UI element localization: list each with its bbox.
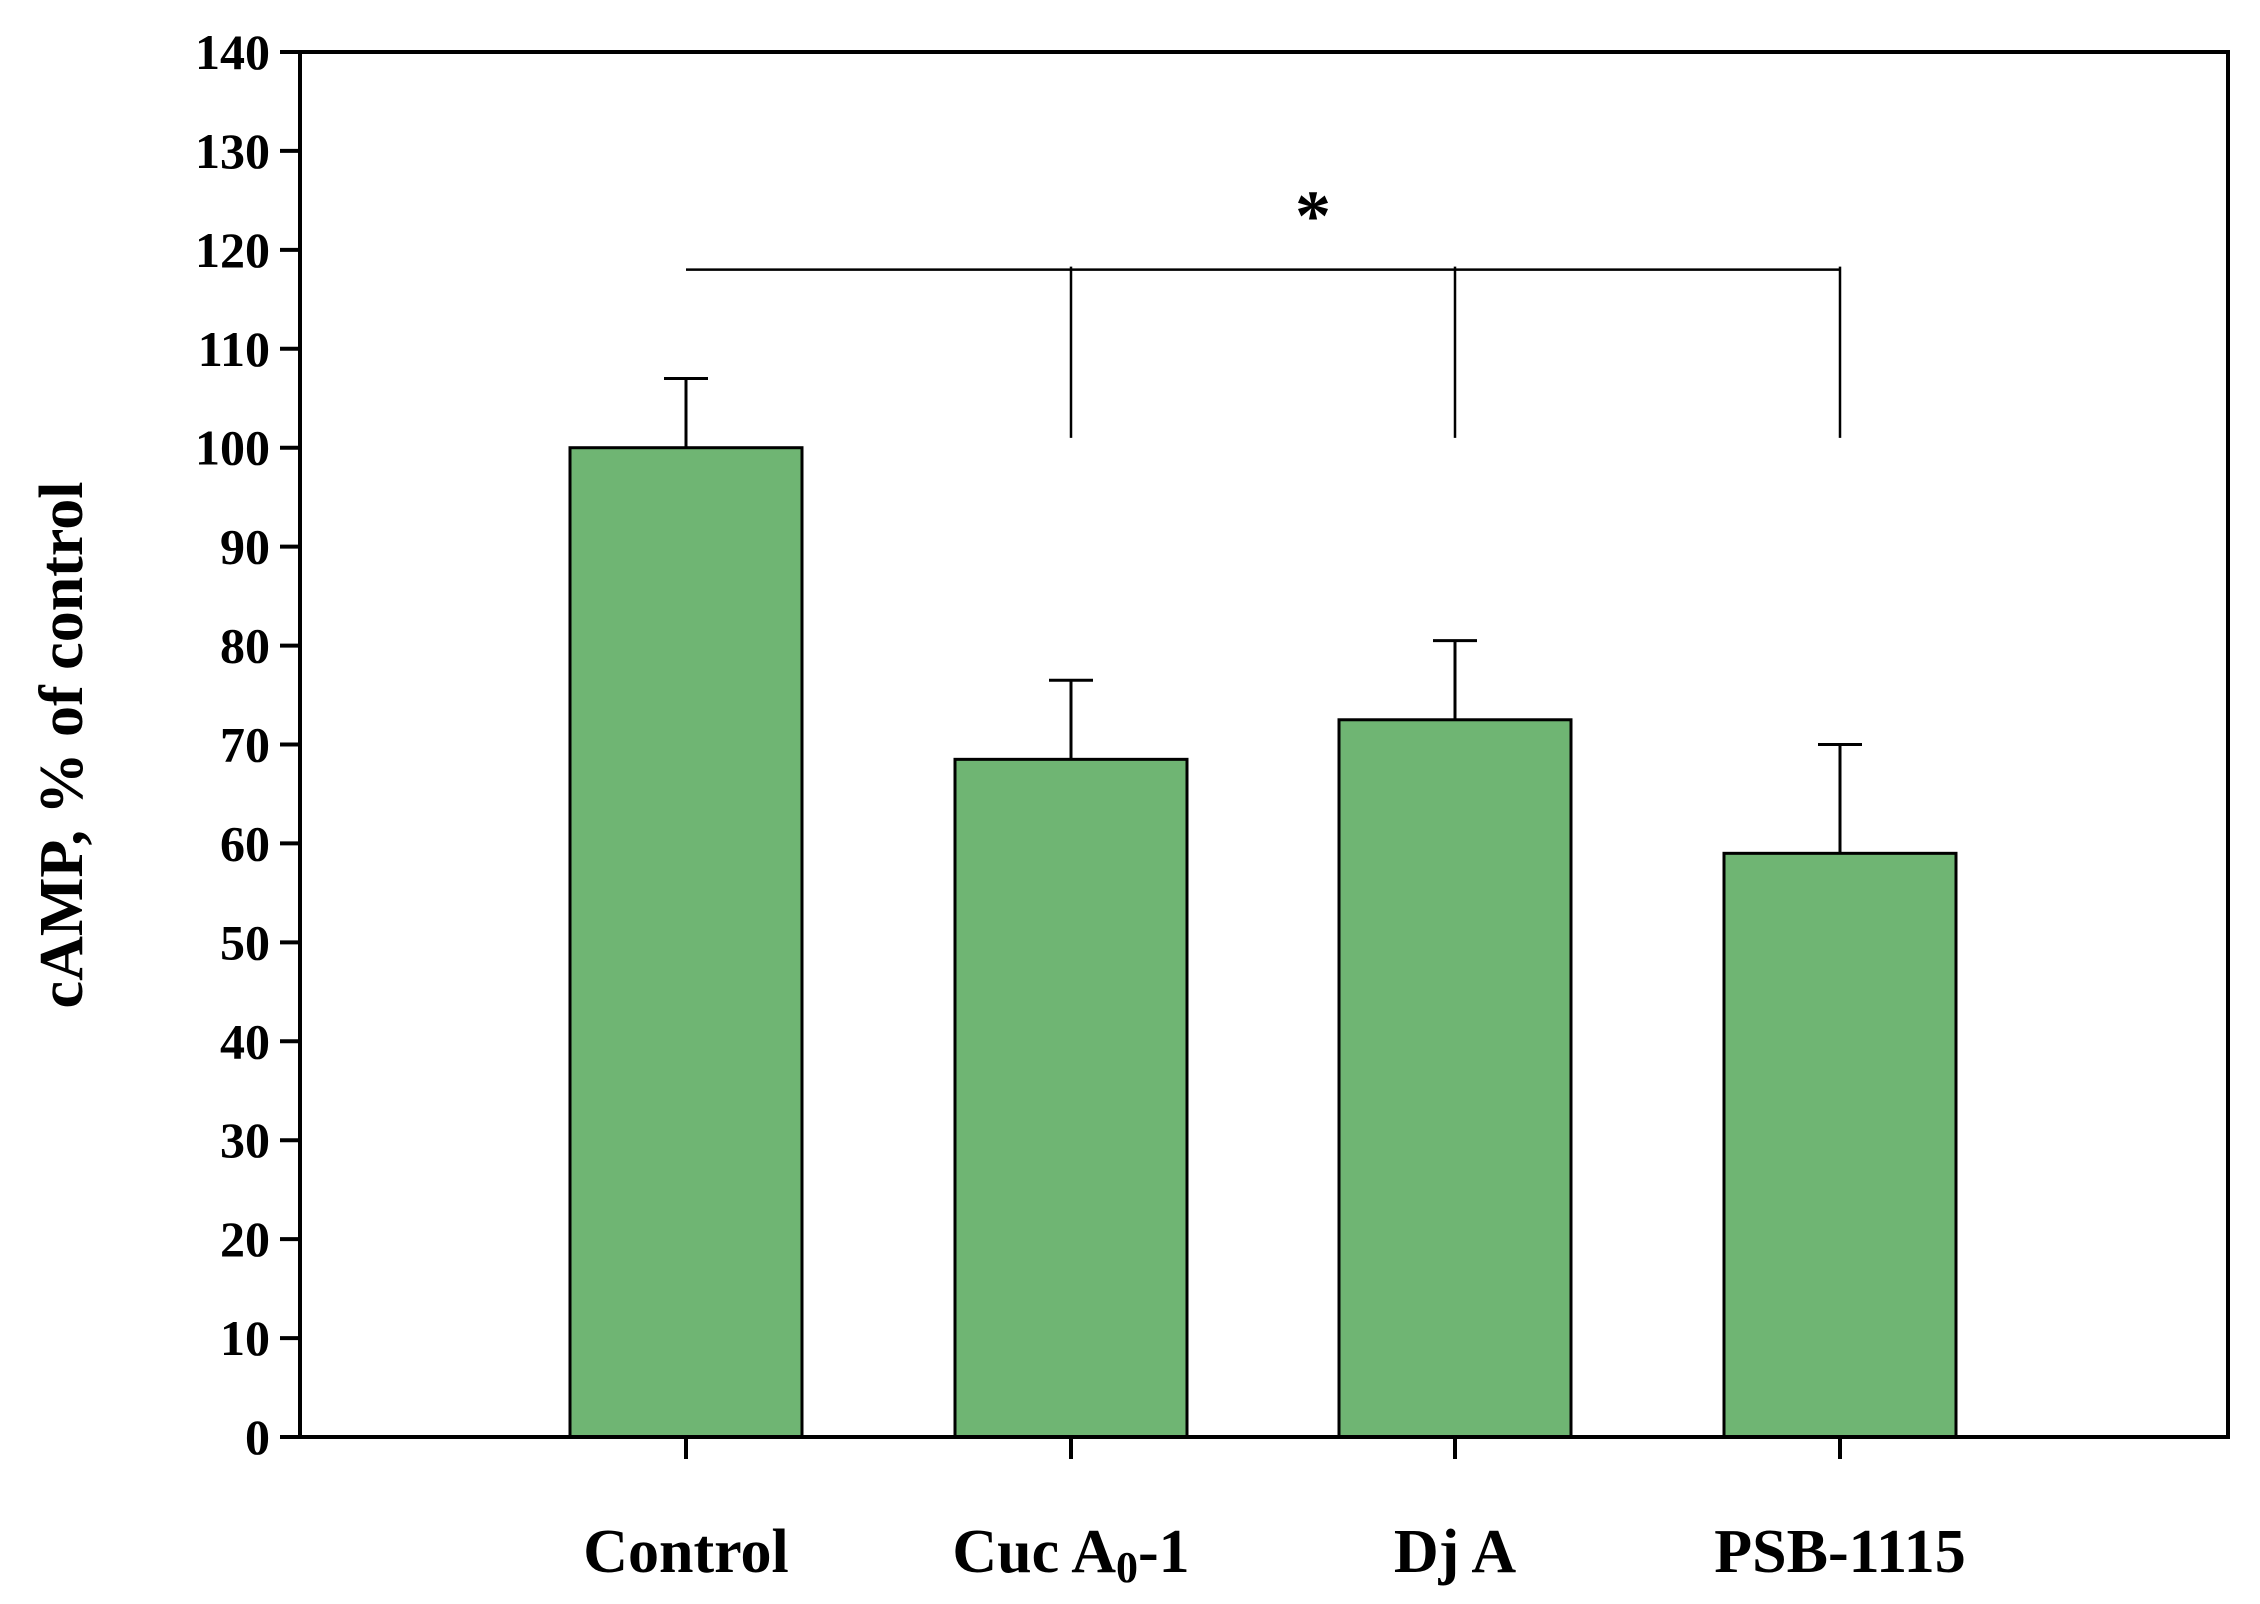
bar bbox=[953, 757, 1189, 1439]
y-tick-label: 100 bbox=[195, 420, 270, 476]
y-tick-label: 20 bbox=[220, 1211, 270, 1267]
y-tick-label: 130 bbox=[195, 123, 270, 179]
x-axis-labels: Control Cuc A0-1 Dj A PSB-1115 bbox=[583, 1437, 1966, 1592]
y-tick-label: 140 bbox=[195, 24, 270, 80]
bar bbox=[1337, 718, 1573, 1439]
y-tick-label: 10 bbox=[220, 1310, 270, 1366]
bar bbox=[1722, 851, 1958, 1439]
y-tick-label: 70 bbox=[220, 717, 270, 773]
y-tick-label: 50 bbox=[220, 914, 270, 970]
y-tick-label: 60 bbox=[220, 815, 270, 871]
significance-marker: * bbox=[1295, 176, 1331, 256]
y-tick-label: 40 bbox=[220, 1013, 270, 1069]
x-tick-label: Control bbox=[583, 1518, 789, 1586]
x-tick-label: Cuc A0-1 bbox=[952, 1518, 1189, 1592]
x-tick-label: Dj A bbox=[1394, 1518, 1517, 1586]
bar bbox=[568, 446, 804, 1439]
y-tick-label: 120 bbox=[195, 222, 270, 278]
x-tick-label: PSB-1115 bbox=[1714, 1518, 1966, 1586]
y-tick-label: 80 bbox=[220, 618, 270, 674]
y-axis-title: cAMP, % of control bbox=[28, 482, 96, 1009]
y-tick-label: 110 bbox=[198, 321, 270, 377]
significance-bracket: * bbox=[686, 176, 1842, 438]
y-axis-ticks: 0 10 20 30 40 50 60 70 80 90 100 110 120 130 140 bbox=[195, 24, 300, 1465]
bars bbox=[568, 446, 1958, 1439]
error-bars bbox=[664, 376, 1862, 854]
y-tick-label: 30 bbox=[220, 1112, 270, 1168]
y-tick-label: 90 bbox=[220, 519, 270, 575]
y-tick-label: 0 bbox=[245, 1409, 270, 1465]
plot-frame bbox=[298, 50, 2230, 1439]
